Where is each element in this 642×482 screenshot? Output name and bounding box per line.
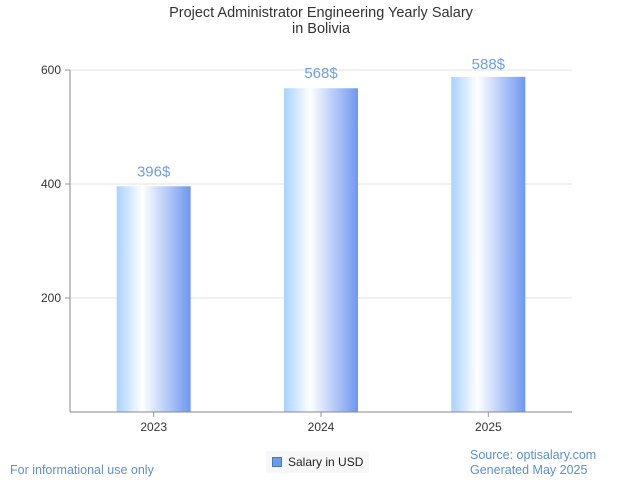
- x-tick-label: 2023: [140, 420, 167, 434]
- y-tick-label: 200: [41, 291, 61, 305]
- source-info: Source: optisalary.com Generated May 202…: [470, 448, 596, 478]
- source-text: Source: optisalary.com: [470, 448, 597, 462]
- disclaimer-text: For informational use only: [10, 463, 154, 477]
- y-tick-label: 600: [41, 63, 61, 77]
- bar: [284, 88, 358, 413]
- bar-value-label: 396$: [137, 163, 171, 180]
- legend[interactable]: Salary in USD: [266, 451, 370, 473]
- legend-swatch: [272, 457, 282, 467]
- bar: [116, 186, 191, 412]
- chart-title: Project Administrator Engineering Yearly…: [0, 5, 642, 37]
- y-tick-label: 400: [41, 177, 61, 191]
- bar-value-label: 568$: [304, 65, 338, 82]
- x-tick-label: 2024: [308, 420, 335, 434]
- legend-label: Salary in USD: [288, 455, 364, 469]
- x-tick-label: 2025: [475, 420, 502, 434]
- bar-value-label: 588$: [472, 56, 506, 73]
- generated-text: Generated May 2025: [470, 463, 588, 477]
- bar: [451, 76, 526, 412]
- chart-title-line-2: in Bolivia: [291, 21, 351, 37]
- chart-title-line-1: Project Administrator Engineering Yearly…: [169, 5, 473, 21]
